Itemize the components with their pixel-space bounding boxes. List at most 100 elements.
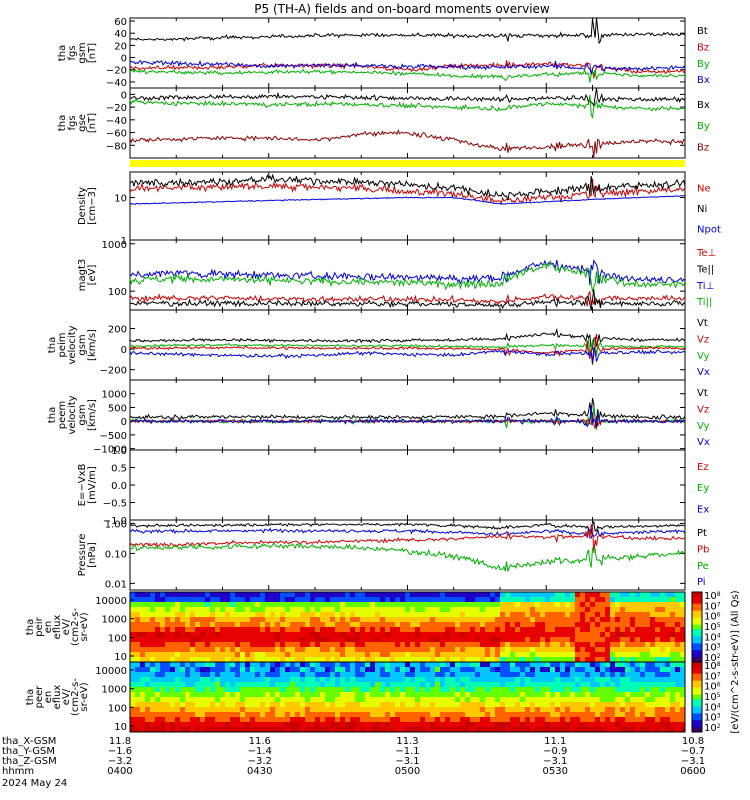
spectrogram-cell — [380, 722, 386, 728]
spectrogram-cell — [650, 627, 656, 633]
spectrogram-cell — [175, 717, 181, 723]
spectrogram-cell — [200, 672, 206, 678]
spectrogram-cell — [255, 697, 261, 703]
spectrogram-cell — [195, 622, 201, 628]
spectrogram-cell — [485, 702, 491, 708]
footer-value-t: 0500 — [395, 766, 420, 777]
spectrogram-cell — [465, 602, 471, 608]
spectrogram-cell — [670, 667, 676, 673]
spectrogram-cell — [265, 667, 271, 673]
spectrogram-cell — [510, 627, 516, 633]
spectrogram-cell — [500, 657, 506, 663]
spectrogram-cell — [455, 677, 461, 683]
spectrogram-cell — [180, 632, 186, 638]
spectrogram-cell — [465, 727, 471, 733]
spectrogram-cell — [655, 627, 661, 633]
spectrogram-cell — [625, 617, 631, 623]
spectrogram-cell — [605, 637, 611, 643]
spectrogram-cell — [395, 617, 401, 623]
spectrogram-cell — [595, 627, 601, 633]
spectrogram-cell — [180, 677, 186, 683]
spectrogram-cell — [170, 697, 176, 703]
spectrogram-cell — [470, 612, 476, 618]
spectrogram-cell — [475, 727, 481, 733]
spectrogram-cell — [235, 682, 241, 688]
spectrogram-cell — [525, 647, 531, 653]
spectrogram-cell — [195, 602, 201, 608]
spectrogram-cell — [245, 632, 251, 638]
spectrogram-cell — [250, 662, 256, 668]
spectrogram-cell — [150, 707, 156, 713]
spectrogram-cell — [540, 687, 546, 693]
spectrogram-cell — [375, 592, 381, 598]
spectrogram-cell — [565, 692, 571, 698]
spectrogram-cell — [240, 637, 246, 643]
spectrogram-cell — [285, 637, 291, 643]
spectrogram-cell — [660, 712, 666, 718]
y-tick-label: −0.5 — [103, 499, 127, 510]
series-line-Vx — [129, 347, 686, 364]
spectrogram-cell — [390, 602, 396, 608]
spectrogram-cell — [285, 602, 291, 608]
spectrogram-cell — [235, 642, 241, 648]
spectrogram-cell — [460, 637, 466, 643]
spectrogram-cell — [615, 727, 621, 733]
spectrogram-cell — [420, 697, 426, 703]
spectrogram-cell — [500, 687, 506, 693]
spectrogram-cell — [290, 637, 296, 643]
spectrogram-cell — [530, 602, 536, 608]
spectrogram-cell — [605, 652, 611, 658]
spectrogram-cell — [570, 642, 576, 648]
spectrogram-cell — [355, 622, 361, 628]
spectrogram-cell — [630, 602, 636, 608]
spectrogram-cell — [445, 602, 451, 608]
spectrogram-cell — [265, 697, 271, 703]
spectrogram-cell — [600, 612, 606, 618]
spectrogram-cell — [210, 592, 216, 598]
spectrogram-cell — [565, 657, 571, 663]
spectrogram-cell — [600, 597, 606, 603]
spectrogram-cell — [460, 672, 466, 678]
spectrogram-cell — [650, 717, 656, 723]
spectrogram-cell — [550, 677, 556, 683]
spectrogram-cell — [150, 722, 156, 728]
spectrogram-cell — [175, 632, 181, 638]
spectrogram-cell — [130, 717, 136, 723]
spectrogram-cell — [590, 637, 596, 643]
spectrogram-cell — [280, 697, 286, 703]
spectrogram-cell — [645, 637, 651, 643]
spectrogram-cell — [550, 717, 556, 723]
spectrogram-cell — [170, 647, 176, 653]
spectrogram-cell — [350, 722, 356, 728]
spectrogram-cell — [155, 637, 161, 643]
spectrogram-cell — [265, 672, 271, 678]
spectrogram-cell — [260, 722, 266, 728]
spectrogram-cell — [180, 647, 186, 653]
spectrogram-cell — [215, 592, 221, 598]
colorbar-segment — [692, 725, 702, 728]
spectrogram-cell — [475, 692, 481, 698]
spectrogram-cell — [515, 727, 521, 733]
spectrogram-cell — [290, 617, 296, 623]
spectrogram-cell — [570, 702, 576, 708]
spectrogram-cell — [155, 622, 161, 628]
spectrogram-cell — [615, 717, 621, 723]
spectrogram-cell — [280, 677, 286, 683]
spectrogram-cell — [225, 647, 231, 653]
spectrogram-cell — [620, 687, 626, 693]
spectrogram-cell — [245, 682, 251, 688]
spectrogram-cell — [640, 652, 646, 658]
spectrogram-cell — [315, 727, 321, 733]
spectrogram-cell — [370, 592, 376, 598]
spectrogram-cell — [175, 667, 181, 673]
spectrogram-cell — [515, 597, 521, 603]
spectrogram-cell — [195, 652, 201, 658]
spectrogram-cell — [175, 727, 181, 733]
spectrogram-cell — [370, 717, 376, 723]
y-axis-label-line: (cm2-s- — [70, 678, 81, 716]
spectrogram-cell — [680, 642, 686, 648]
spectrogram-cell — [360, 672, 366, 678]
spectrogram-cell — [590, 712, 596, 718]
spectrogram-cell — [580, 592, 586, 598]
legend-pressure-1: Pb — [697, 544, 709, 555]
